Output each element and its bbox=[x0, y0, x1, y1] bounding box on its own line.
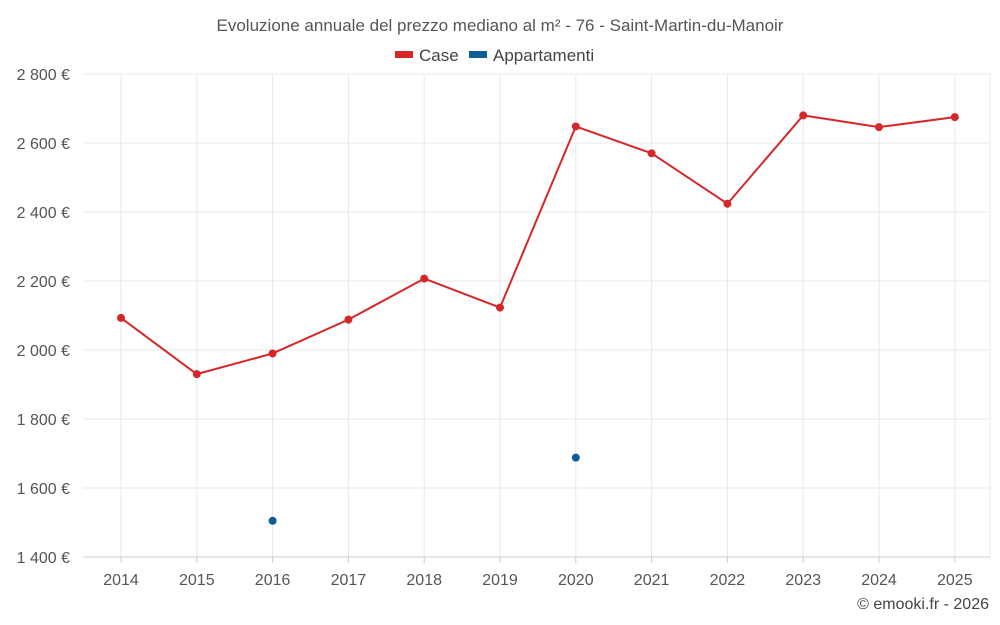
data-point-case-2025[interactable] bbox=[950, 113, 959, 122]
y-tick-label: 2 200 € bbox=[17, 274, 70, 291]
data-point-case-2018[interactable] bbox=[420, 274, 429, 283]
data-point-appartamenti-2016[interactable] bbox=[268, 516, 277, 525]
y-tick-label: 2 000 € bbox=[17, 343, 70, 360]
legend-item-case[interactable]: Case bbox=[395, 46, 459, 65]
x-tick-label: 2020 bbox=[558, 572, 594, 589]
data-point-case-2021[interactable] bbox=[647, 149, 656, 158]
y-axis: 1 400 € 1 600 € 1 800 € 2 000 € 2 200 € 2 400… bbox=[17, 67, 70, 567]
data-point-case-2016[interactable] bbox=[268, 349, 277, 358]
legend-label-appartamenti: Appartamenti bbox=[493, 46, 594, 65]
x-tick-label: 2014 bbox=[103, 572, 139, 589]
legend: Case Appartamenti bbox=[395, 46, 594, 65]
data-point-case-2022[interactable] bbox=[723, 199, 732, 208]
legend-swatch-appartamenti bbox=[469, 51, 487, 58]
data-point-appartamenti-2020[interactable] bbox=[571, 453, 580, 462]
y-tick-label: 2 600 € bbox=[17, 136, 70, 153]
credit: © emooki.fr - 2026 bbox=[857, 596, 989, 613]
y-tick-label: 2 400 € bbox=[17, 205, 70, 222]
data-point-case-2023[interactable] bbox=[799, 111, 808, 120]
x-gridlines bbox=[120, 74, 956, 557]
data-point-case-2017[interactable] bbox=[344, 315, 353, 324]
chart-title: Evoluzione annuale del prezzo mediano al… bbox=[217, 16, 784, 35]
series-layer bbox=[117, 111, 959, 525]
x-tick-label: 2022 bbox=[710, 572, 746, 589]
legend-item-appartamenti[interactable]: Appartamenti bbox=[469, 46, 594, 65]
x-axis: 2014 2015 2016 2017 2018 2019 2020 2021 2022 2023… bbox=[83, 556, 990, 589]
data-point-case-2024[interactable] bbox=[875, 123, 883, 132]
x-tick-label: 2017 bbox=[331, 572, 367, 589]
x-tick-label: 2015 bbox=[179, 572, 215, 589]
series-line-case bbox=[120, 114, 955, 376]
y-gridlines bbox=[83, 73, 991, 558]
y-tick-label: 1 600 € bbox=[17, 481, 70, 498]
y-tick-label: 2 800 € bbox=[17, 67, 70, 84]
x-tick-label: 2023 bbox=[785, 572, 821, 589]
data-point-case-2019[interactable] bbox=[496, 303, 504, 312]
legend-swatch-case bbox=[395, 51, 413, 58]
x-tick-label: 2018 bbox=[406, 572, 442, 589]
legend-label-case: Case bbox=[419, 46, 459, 65]
data-point-case-2014[interactable] bbox=[117, 313, 125, 322]
y-tick-label: 1 400 € bbox=[17, 550, 70, 567]
y-tick-label: 1 800 € bbox=[17, 412, 70, 429]
x-tick-label: 2021 bbox=[634, 572, 670, 589]
data-point-case-2015[interactable] bbox=[192, 370, 201, 379]
x-tick-label: 2019 bbox=[482, 572, 518, 589]
x-tick-label: 2025 bbox=[937, 572, 973, 589]
x-tick-label: 2016 bbox=[255, 572, 291, 589]
data-point-case-2020[interactable] bbox=[571, 122, 580, 131]
x-tick-label: 2024 bbox=[861, 572, 897, 589]
